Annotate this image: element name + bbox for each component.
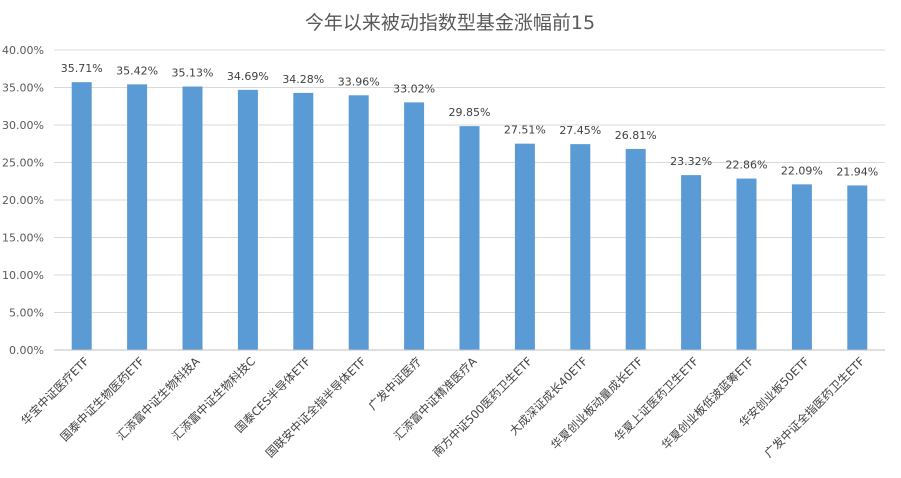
x-tick-label: 广发中证全指医药卫生ETF: [761, 354, 867, 460]
x-axis-tick-labels: 华宝中证医疗ETF国泰中证生物医药ETF汇添富中证生物科技A汇添富中证生物科技C…: [18, 354, 867, 460]
data-label: 29.85%: [449, 106, 491, 119]
data-labels: 35.71% 35.42% 35.13% 34.69% 34.28% 33.96% 33.0…: [61, 62, 879, 178]
chart-title: 今年以来被动指数型基金涨幅前15: [305, 12, 595, 34]
bars: [71, 82, 868, 351]
bar: [847, 185, 868, 350]
y-tick-label: 0.00%: [9, 344, 44, 357]
data-label: 23.32%: [670, 155, 712, 168]
data-label: 33.02%: [393, 82, 435, 95]
data-label: 26.81%: [615, 129, 657, 142]
y-tick-label: 10.00%: [2, 269, 44, 282]
bar: [459, 126, 480, 350]
data-label: 35.42%: [116, 64, 158, 77]
x-tick-label: 广发中证医疗: [366, 354, 425, 413]
y-tick-label: 35.00%: [2, 82, 44, 95]
bar: [625, 148, 646, 350]
y-tick-label: 40.00%: [2, 44, 44, 57]
y-axis-tick-labels: 0.00% 5.00% 10.00% 15.00% 20.00% 25.00% 30.00%…: [2, 44, 44, 357]
data-label: 35.13%: [172, 67, 214, 80]
bar: [404, 102, 425, 350]
x-tick-label: 国联安中证全指半导体ETF: [263, 354, 369, 460]
data-label: 22.09%: [781, 164, 823, 177]
bar: [514, 143, 535, 350]
bar: [127, 84, 148, 350]
bar: [791, 184, 812, 350]
data-label: 34.69%: [227, 70, 269, 83]
y-tick-label: 5.00%: [9, 307, 44, 320]
data-label: 22.86%: [726, 159, 768, 172]
data-label: 33.96%: [338, 75, 380, 88]
bar: [570, 144, 591, 350]
bar: [293, 92, 314, 351]
y-tick-label: 15.00%: [2, 232, 44, 245]
data-label: 27.45%: [559, 124, 601, 137]
bar: [681, 175, 702, 350]
x-tick-label: 华夏创业板动量成长ETF: [548, 354, 646, 452]
data-label: 27.51%: [504, 124, 546, 137]
y-tick-label: 30.00%: [2, 119, 44, 132]
x-tick-label: 华夏创业板低波蓝筹ETF: [659, 354, 757, 452]
x-tick-label: 南方中证500医药卫生ETF: [430, 354, 535, 459]
bar: [182, 86, 203, 351]
bar: [71, 82, 92, 351]
bar: [237, 89, 258, 350]
data-label: 21.94%: [836, 165, 878, 178]
data-label: 34.28%: [282, 73, 324, 86]
data-label: 35.71%: [61, 62, 103, 75]
bar: [348, 95, 369, 350]
y-tick-label: 25.00%: [2, 157, 44, 170]
bar: [736, 178, 757, 350]
y-tick-label: 20.00%: [2, 194, 44, 207]
